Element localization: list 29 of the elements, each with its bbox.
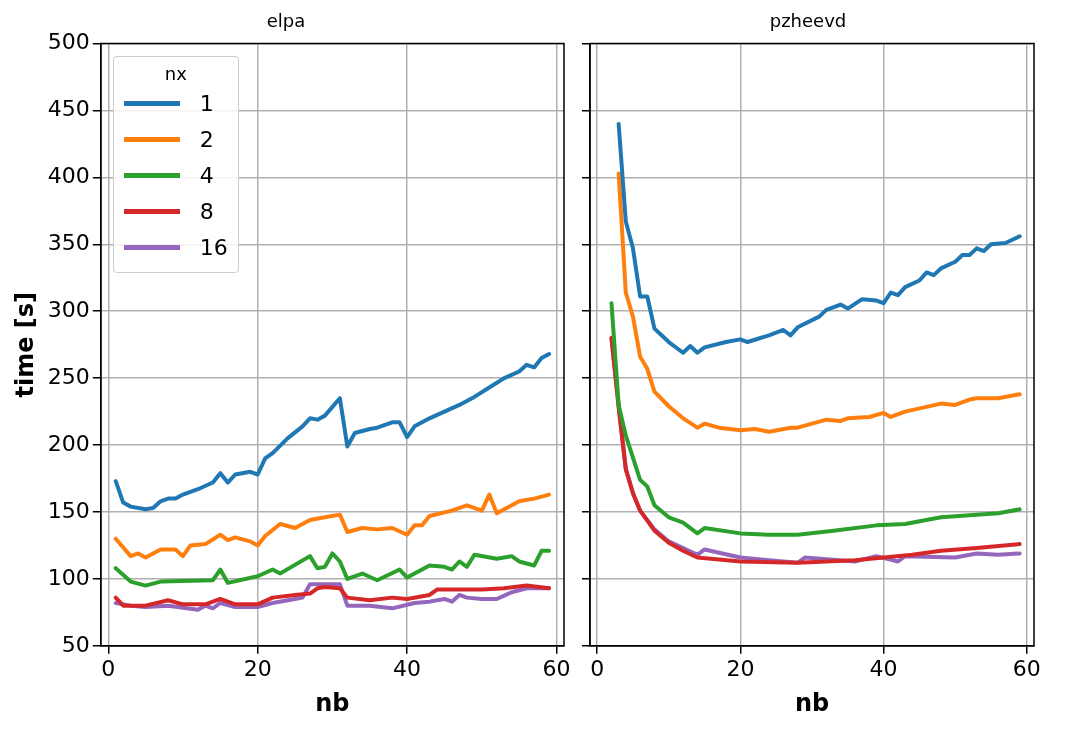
y-tick-label: 500 bbox=[47, 29, 90, 55]
x-tick-label: 0 bbox=[101, 655, 116, 681]
legend-label: 2 bbox=[199, 127, 214, 153]
x-axis-title: nb bbox=[315, 688, 350, 717]
x-tick-label: 60 bbox=[1012, 655, 1041, 681]
y-tick-label: 300 bbox=[47, 296, 90, 322]
legend-label: 1 bbox=[199, 91, 214, 117]
x-tick-label: 20 bbox=[726, 655, 755, 681]
chart-title: pzheevd bbox=[769, 10, 847, 32]
y-tick-label: 100 bbox=[47, 564, 90, 590]
legend-label: 8 bbox=[199, 199, 214, 225]
y-axis-title: time [s] bbox=[10, 291, 39, 398]
x-axis-title: nb bbox=[794, 688, 830, 717]
y-tick-label: 350 bbox=[47, 230, 90, 256]
x-tick-label: 60 bbox=[542, 655, 571, 681]
y-tick-label: 400 bbox=[47, 163, 90, 189]
legend-label: 4 bbox=[199, 163, 214, 189]
y-tick-label: 450 bbox=[47, 96, 90, 122]
legend-title: nx bbox=[163, 62, 188, 84]
y-tick-label: 50 bbox=[61, 631, 90, 657]
x-tick-label: 40 bbox=[393, 655, 422, 681]
x-tick-label: 40 bbox=[869, 655, 898, 681]
x-tick-label: 0 bbox=[590, 655, 605, 681]
y-tick-label: 200 bbox=[47, 430, 90, 456]
chart-title: elpa bbox=[266, 10, 306, 32]
y-tick-label: 250 bbox=[47, 363, 90, 389]
y-tick-label: 150 bbox=[47, 497, 90, 523]
legend-label: 16 bbox=[199, 235, 228, 261]
x-tick-label: 20 bbox=[243, 655, 272, 681]
